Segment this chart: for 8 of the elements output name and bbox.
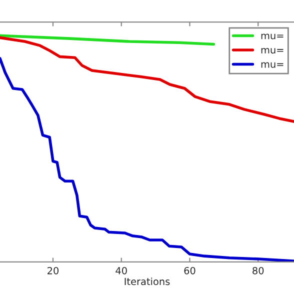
legend-label: mu=	[261, 34, 284, 40]
legend-label: mu=	[261, 62, 284, 68]
x-tick-label: 40	[116, 266, 127, 274]
x-tick-label: 80	[252, 266, 264, 274]
x-tick-label: 60	[184, 266, 196, 274]
legend-label: mu=	[261, 48, 284, 54]
x-tick-label: 20	[48, 266, 59, 274]
x-axis-title: Iterations	[124, 278, 170, 286]
